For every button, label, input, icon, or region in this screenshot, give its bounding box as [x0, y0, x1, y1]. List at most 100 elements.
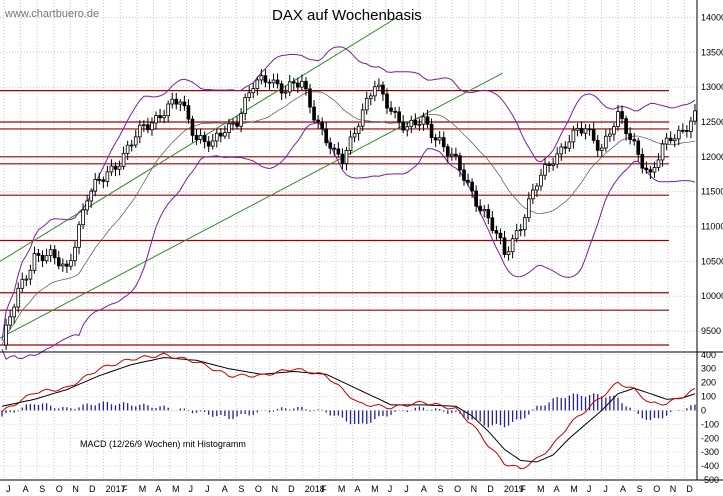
- candle-body: [344, 150, 349, 164]
- candle-body: [77, 224, 81, 248]
- channel-line: [0, 72, 503, 339]
- candle-body: [65, 263, 69, 267]
- candle-body: [531, 189, 535, 200]
- x-tick-label: 2017: [106, 484, 126, 494]
- candle-body: [251, 88, 256, 94]
- candle-body: [81, 209, 85, 226]
- candle-body: [263, 75, 268, 83]
- candle-body: [612, 126, 616, 135]
- candle-body: [259, 75, 264, 81]
- candle-body: [142, 124, 146, 127]
- candle-body: [324, 128, 329, 144]
- candle-body: [202, 135, 207, 143]
- x-tick-label: J: [6, 484, 11, 494]
- candle-body: [255, 79, 260, 89]
- candle-body: [4, 324, 8, 346]
- candle-body: [121, 152, 126, 167]
- candle-body: [231, 122, 235, 125]
- candle-body: [458, 155, 462, 171]
- candle-body: [243, 97, 247, 114]
- watermark: www.chartbuero.de: [4, 8, 99, 20]
- candle-body: [275, 79, 280, 85]
- candle-body: [162, 115, 166, 119]
- x-tick-label: D: [487, 484, 494, 494]
- candle-body: [640, 154, 645, 169]
- candle-body: [381, 84, 385, 95]
- x-tick-label: M: [570, 484, 578, 494]
- x-tick-label: A: [620, 484, 626, 494]
- candle-body: [206, 141, 211, 147]
- x-tick-label: J: [189, 484, 194, 494]
- bollinger-upper: [1, 46, 696, 341]
- candle-body: [223, 132, 227, 137]
- macd-y-tick-label: -400: [701, 461, 719, 471]
- macd-y-tick-label: 400: [701, 350, 716, 360]
- candle-body: [656, 159, 661, 168]
- candle-body: [535, 185, 539, 191]
- candle-body: [214, 132, 219, 142]
- candle-body: [117, 165, 122, 170]
- macd-y-tick-label: -100: [701, 419, 719, 429]
- candle-body: [518, 229, 523, 232]
- candle-body: [652, 167, 657, 173]
- x-tick-label: M: [371, 484, 379, 494]
- candle-body: [595, 140, 600, 151]
- macd-y-tick-label: 200: [701, 378, 716, 388]
- candle-body: [186, 105, 191, 120]
- candle-body: [393, 110, 397, 113]
- candle-body: [146, 124, 150, 131]
- x-tick-label: A: [23, 484, 29, 494]
- candle-body: [308, 88, 312, 108]
- candle-body: [97, 179, 102, 181]
- candle-body: [296, 82, 300, 88]
- candle-body: [166, 103, 170, 117]
- candle-body: [190, 118, 195, 136]
- candle-body: [555, 153, 560, 165]
- candle-body: [287, 81, 292, 93]
- candle-body: [52, 249, 57, 259]
- candle-body: [377, 84, 381, 88]
- candle-body: [490, 217, 495, 231]
- x-tick-label: S: [238, 484, 244, 494]
- x-tick-label: A: [554, 484, 560, 494]
- x-tick-label: D: [288, 484, 295, 494]
- candle-body: [198, 135, 203, 140]
- candle-body: [336, 148, 341, 155]
- candle-body: [620, 111, 624, 120]
- candle-body: [101, 179, 106, 182]
- x-tick-label: A: [222, 484, 228, 494]
- x-tick-label: O: [454, 484, 461, 494]
- candle-body: [668, 137, 673, 142]
- x-tick-label: A: [355, 484, 361, 494]
- candle-body: [105, 171, 110, 182]
- candle-body: [680, 129, 685, 132]
- candle-body: [441, 137, 446, 148]
- candle-body: [210, 140, 215, 147]
- candle-body: [227, 123, 231, 133]
- candle-body: [125, 144, 130, 154]
- candle-body: [109, 165, 114, 173]
- candle-body: [547, 164, 551, 166]
- candle-body: [522, 217, 527, 231]
- bollinger-lower: [1, 122, 696, 360]
- candle-body: [502, 237, 507, 255]
- candle-body: [616, 111, 620, 128]
- candle-body: [429, 123, 434, 139]
- x-tick-label: J: [388, 484, 393, 494]
- candle-body: [514, 230, 519, 240]
- candle-body: [360, 109, 365, 127]
- candle-body: [551, 163, 555, 166]
- y-tick-label: 9500: [701, 326, 721, 336]
- candle-body: [494, 230, 499, 234]
- candle-body: [563, 146, 568, 149]
- candle-body: [660, 143, 665, 161]
- candle-body: [636, 140, 641, 155]
- candle-body: [219, 132, 223, 137]
- candle-body: [510, 238, 515, 253]
- x-tick-label: A: [421, 484, 427, 494]
- candle-body: [194, 134, 199, 140]
- candle-body: [648, 169, 653, 173]
- macd-line: [1, 352, 696, 470]
- x-tick-label: 2019: [504, 484, 524, 494]
